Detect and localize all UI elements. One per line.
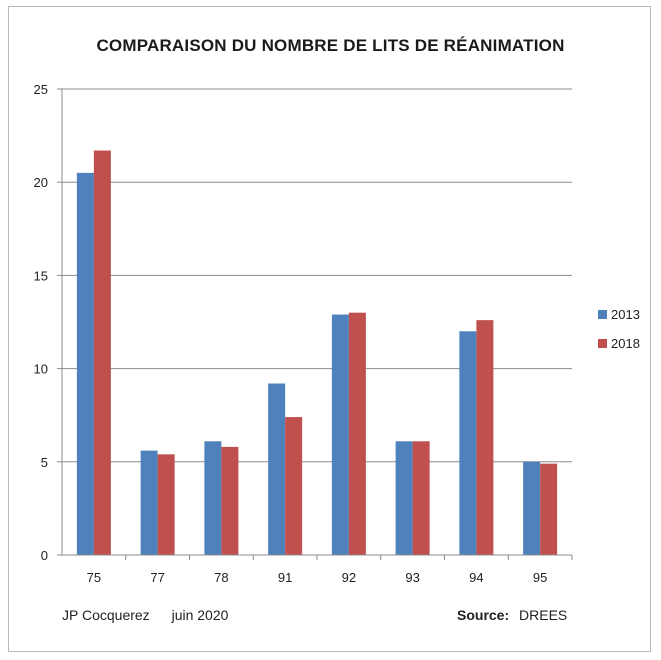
legend-label-2013: 2013 — [611, 306, 640, 322]
legend: 2013 2018 — [598, 306, 640, 364]
legend-item-2018: 2018 — [598, 335, 640, 351]
x-tick-label-93: 93 — [405, 570, 419, 585]
footer-source-value: DREES — [519, 607, 568, 623]
y-tick-label-5: 5 — [41, 455, 48, 470]
bar-2013-75 — [76, 172, 94, 555]
x-tick-label-92: 92 — [342, 570, 356, 585]
x-tick-label-75: 75 — [87, 570, 101, 585]
bar-2018-94 — [476, 320, 494, 555]
bar-2013-93 — [395, 441, 413, 555]
footer-author: JP Cocquerez — [62, 607, 150, 623]
y-tick-label-15: 15 — [34, 268, 48, 283]
bar-2013-95 — [523, 461, 541, 555]
bar-2018-91 — [285, 417, 303, 555]
y-tick-label-0: 0 — [41, 548, 48, 563]
x-tick-label-77: 77 — [150, 570, 164, 585]
bar-2013-92 — [331, 314, 349, 555]
bar-2018-75 — [93, 150, 111, 555]
legend-item-2013: 2013 — [598, 306, 640, 322]
y-tick-label-10: 10 — [34, 362, 48, 377]
bar-2018-92 — [348, 312, 366, 555]
bar-2018-93 — [412, 441, 430, 555]
bar-2013-94 — [459, 331, 477, 555]
bar-2013-78 — [204, 441, 222, 555]
y-tick-label-25: 25 — [34, 82, 48, 97]
x-tick-label-94: 94 — [469, 570, 483, 585]
footer-date: juin 2020 — [171, 607, 229, 623]
bar-2018-78 — [221, 446, 239, 555]
x-tick-label-95: 95 — [533, 570, 547, 585]
legend-swatch-2018 — [598, 338, 607, 348]
legend-label-2018: 2018 — [611, 335, 640, 351]
x-tick-label-78: 78 — [214, 570, 228, 585]
footer-credit: JP Cocquerez juin 2020 — [62, 607, 246, 623]
legend-swatch-2013 — [598, 309, 607, 319]
bar-2013-91 — [268, 383, 286, 555]
footer-source: Source: DREES — [457, 607, 567, 623]
chart-title: COMPARAISON DU NOMBRE DE LITS DE RÉANIMA… — [96, 36, 565, 55]
bar-2013-77 — [140, 450, 158, 555]
footer-source-label: Source: — [457, 607, 510, 623]
bar-2018-95 — [540, 463, 558, 555]
y-tick-label-20: 20 — [34, 175, 48, 190]
bar-2018-77 — [157, 454, 175, 555]
x-tick-label-91: 91 — [278, 570, 292, 585]
